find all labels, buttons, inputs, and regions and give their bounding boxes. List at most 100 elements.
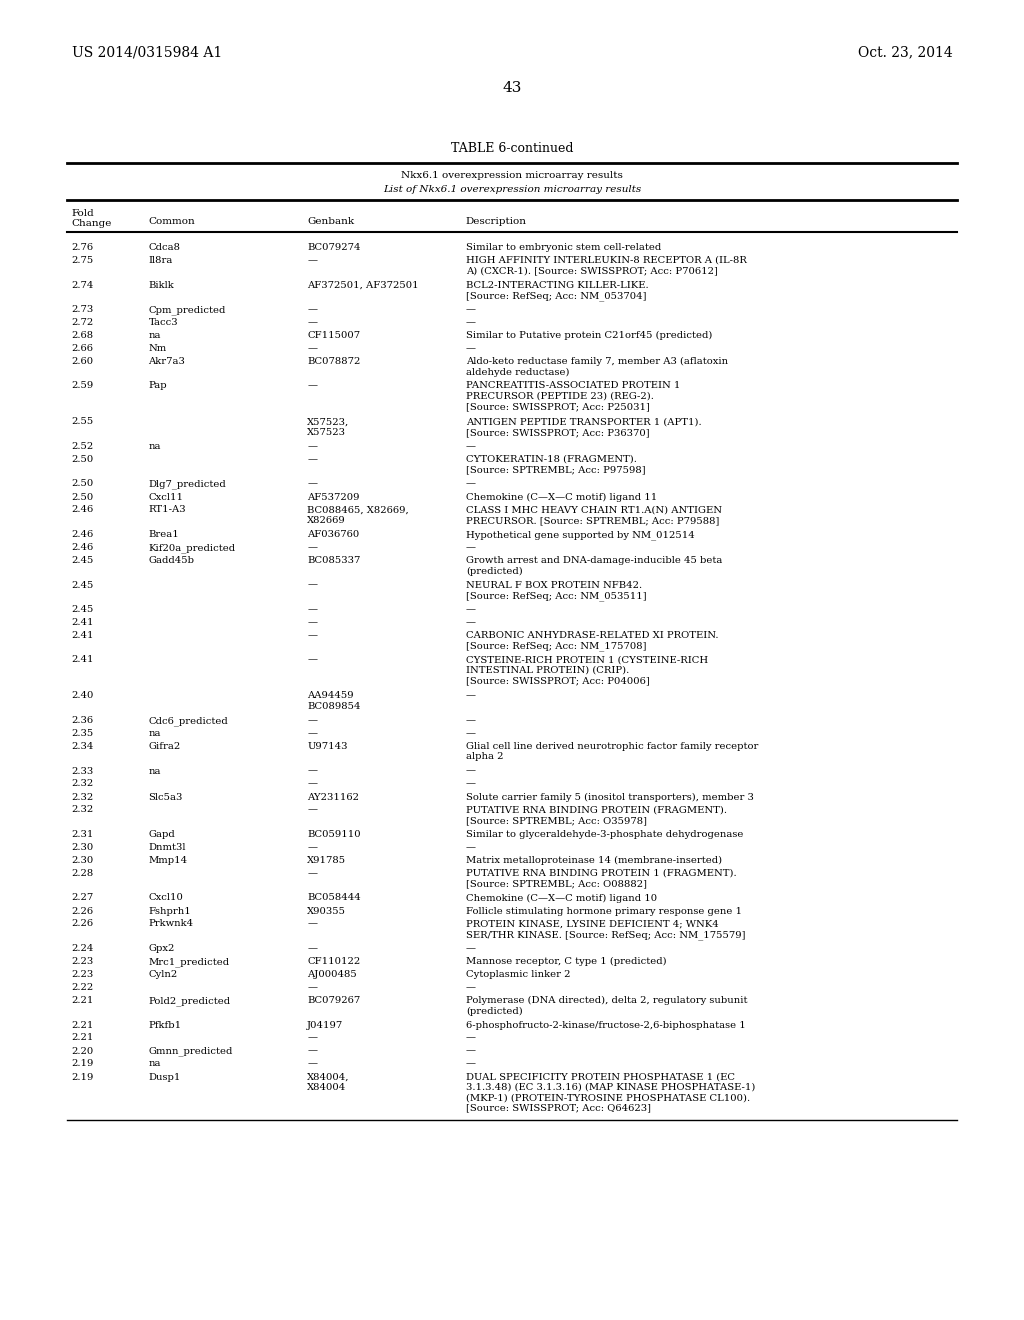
Text: 2.32: 2.32	[72, 780, 94, 788]
Text: Similar to glyceraldehyde-3-phosphate dehydrogenase: Similar to glyceraldehyde-3-phosphate de…	[466, 830, 743, 840]
Text: 2.30: 2.30	[72, 843, 94, 851]
Text: 2.46: 2.46	[72, 531, 94, 539]
Text: 2.45: 2.45	[72, 581, 94, 590]
Text: Gpx2: Gpx2	[148, 944, 175, 953]
Text: Change: Change	[72, 219, 112, 228]
Text: —: —	[307, 455, 317, 465]
Text: 2.32: 2.32	[72, 792, 94, 801]
Text: Cytoplasmic linker 2: Cytoplasmic linker 2	[466, 970, 570, 979]
Text: BC088465, X82669,
X82669: BC088465, X82669, X82669	[307, 506, 409, 525]
Text: Mrc1_predicted: Mrc1_predicted	[148, 957, 229, 966]
Text: —: —	[466, 729, 476, 738]
Text: —: —	[466, 618, 476, 627]
Text: BC058444: BC058444	[307, 894, 360, 903]
Text: 2.66: 2.66	[72, 345, 93, 352]
Text: 2.32: 2.32	[72, 805, 94, 814]
Text: 2.36: 2.36	[72, 715, 94, 725]
Text: Hypothetical gene supported by NM_012514: Hypothetical gene supported by NM_012514	[466, 531, 694, 540]
Text: —: —	[466, 843, 476, 851]
Text: U97143: U97143	[307, 742, 348, 751]
Text: Oct. 23, 2014: Oct. 23, 2014	[857, 45, 952, 59]
Text: 2.55: 2.55	[72, 417, 94, 426]
Text: Genbank: Genbank	[307, 216, 354, 226]
Text: 2.21: 2.21	[72, 997, 94, 1005]
Text: Polymerase (DNA directed), delta 2, regulatory subunit
(predicted): Polymerase (DNA directed), delta 2, regu…	[466, 997, 748, 1015]
Text: HIGH AFFINITY INTERLEUKIN-8 RECEPTOR A (IL-8R
A) (CXCR-1). [Source: SWISSPROT; A: HIGH AFFINITY INTERLEUKIN-8 RECEPTOR A (…	[466, 256, 746, 276]
Text: —: —	[307, 715, 317, 725]
Text: —: —	[466, 944, 476, 953]
Text: —: —	[307, 581, 317, 590]
Text: 2.40: 2.40	[72, 692, 94, 701]
Text: 2.75: 2.75	[72, 256, 94, 265]
Text: —: —	[307, 944, 317, 953]
Text: na: na	[148, 767, 161, 776]
Text: 2.73: 2.73	[72, 305, 94, 314]
Text: 2.19: 2.19	[72, 1060, 94, 1068]
Text: —: —	[307, 920, 317, 928]
Text: na: na	[148, 1060, 161, 1068]
Text: Similar to Putative protein C21orf45 (predicted): Similar to Putative protein C21orf45 (pr…	[466, 331, 713, 341]
Text: Gmnn_predicted: Gmnn_predicted	[148, 1047, 232, 1056]
Text: Akr7a3: Akr7a3	[148, 356, 185, 366]
Text: Pold2_predicted: Pold2_predicted	[148, 997, 230, 1006]
Text: —: —	[466, 983, 476, 993]
Text: AF036760: AF036760	[307, 531, 359, 539]
Text: Nkx6.1 overexpression microarray results: Nkx6.1 overexpression microarray results	[401, 170, 623, 180]
Text: X91785: X91785	[307, 855, 346, 865]
Text: 2.41: 2.41	[72, 631, 94, 640]
Text: X57523,
X57523: X57523, X57523	[307, 417, 349, 437]
Text: —: —	[307, 843, 317, 851]
Text: 2.46: 2.46	[72, 506, 94, 515]
Text: BC059110: BC059110	[307, 830, 360, 840]
Text: —: —	[307, 1034, 317, 1043]
Text: —: —	[307, 305, 317, 314]
Text: —: —	[466, 715, 476, 725]
Text: —: —	[466, 479, 476, 488]
Text: Nm: Nm	[148, 345, 167, 352]
Text: Cpm_predicted: Cpm_predicted	[148, 305, 226, 314]
Text: —: —	[307, 381, 317, 391]
Text: 2.33: 2.33	[72, 767, 94, 776]
Text: BC079274: BC079274	[307, 243, 360, 252]
Text: Cdca8: Cdca8	[148, 243, 180, 252]
Text: —: —	[307, 805, 317, 814]
Text: —: —	[307, 345, 317, 352]
Text: RT1-A3: RT1-A3	[148, 506, 186, 515]
Text: Gadd45b: Gadd45b	[148, 556, 195, 565]
Text: 2.50: 2.50	[72, 479, 94, 488]
Text: BC085337: BC085337	[307, 556, 360, 565]
Text: —: —	[466, 442, 476, 451]
Text: ANTIGEN PEPTIDE TRANSPORTER 1 (APT1).
[Source: SWISSPROT; Acc: P36370]: ANTIGEN PEPTIDE TRANSPORTER 1 (APT1). [S…	[466, 417, 701, 437]
Text: 2.35: 2.35	[72, 729, 94, 738]
Text: —: —	[307, 605, 317, 614]
Text: CYSTEINE-RICH PROTEIN 1 (CYSTEINE-RICH
INTESTINAL PROTEIN) (CRIP).
[Source: SWIS: CYSTEINE-RICH PROTEIN 1 (CYSTEINE-RICH I…	[466, 656, 708, 685]
Text: 6-phosphofructo-2-kinase/fructose-2,6-biphosphatase 1: 6-phosphofructo-2-kinase/fructose-2,6-bi…	[466, 1020, 745, 1030]
Text: Mannose receptor, C type 1 (predicted): Mannose receptor, C type 1 (predicted)	[466, 957, 667, 966]
Text: Chemokine (C—X—C motif) ligand 11: Chemokine (C—X—C motif) ligand 11	[466, 492, 657, 502]
Text: Description: Description	[466, 216, 527, 226]
Text: 2.20: 2.20	[72, 1047, 94, 1056]
Text: 43: 43	[503, 81, 521, 95]
Text: Dnmt3l: Dnmt3l	[148, 843, 186, 851]
Text: 2.30: 2.30	[72, 855, 94, 865]
Text: 2.52: 2.52	[72, 442, 94, 451]
Text: Solute carrier family 5 (inositol transporters), member 3: Solute carrier family 5 (inositol transp…	[466, 792, 754, 801]
Text: Prkwnk4: Prkwnk4	[148, 920, 194, 928]
Text: Brea1: Brea1	[148, 531, 179, 539]
Text: 2.59: 2.59	[72, 381, 94, 391]
Text: PANCREATITIS-ASSOCIATED PROTEIN 1
PRECURSOR (PEPTIDE 23) (REG-2).
[Source: SWISS: PANCREATITIS-ASSOCIATED PROTEIN 1 PRECUR…	[466, 381, 680, 412]
Text: NEURAL F BOX PROTEIN NFB42.
[Source: RefSeq; Acc: NM_053511]: NEURAL F BOX PROTEIN NFB42. [Source: Ref…	[466, 581, 646, 601]
Text: Dlg7_predicted: Dlg7_predicted	[148, 479, 226, 490]
Text: 2.60: 2.60	[72, 356, 94, 366]
Text: —: —	[307, 543, 317, 552]
Text: Pap: Pap	[148, 381, 167, 391]
Text: DUAL SPECIFICITY PROTEIN PHOSPHATASE 1 (EC
3.1.3.48) (EC 3.1.3.16) (MAP KINASE P: DUAL SPECIFICITY PROTEIN PHOSPHATASE 1 (…	[466, 1072, 756, 1113]
Text: 2.19: 2.19	[72, 1072, 94, 1081]
Text: Gifra2: Gifra2	[148, 742, 180, 751]
Text: PROTEIN KINASE, LYSINE DEFICIENT 4; WNK4
SER/THR KINASE. [Source: RefSeq; Acc: N: PROTEIN KINASE, LYSINE DEFICIENT 4; WNK4…	[466, 920, 745, 940]
Text: —: —	[307, 1060, 317, 1068]
Text: Similar to embryonic stem cell-related: Similar to embryonic stem cell-related	[466, 243, 662, 252]
Text: —: —	[307, 479, 317, 488]
Text: Cyln2: Cyln2	[148, 970, 178, 979]
Text: 2.26: 2.26	[72, 920, 94, 928]
